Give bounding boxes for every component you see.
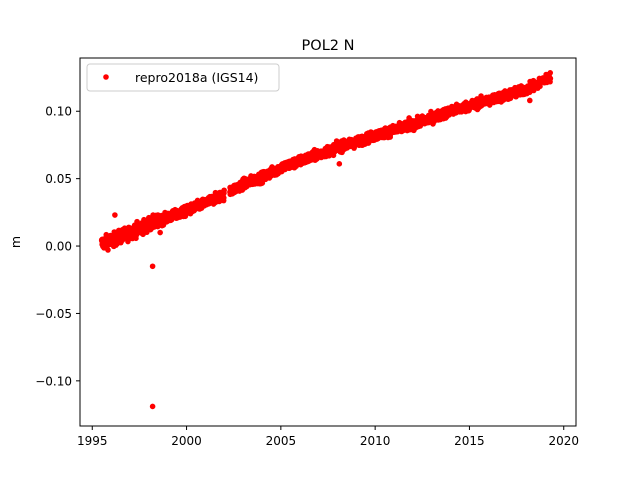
outlier-point xyxy=(229,189,235,195)
y-tick-label: −0.10 xyxy=(35,374,72,388)
x-tick-label: 2010 xyxy=(360,434,391,448)
y-tick-label: 0.10 xyxy=(45,105,72,119)
x-tick-label: 2000 xyxy=(171,434,202,448)
data-point xyxy=(221,187,227,194)
x-tick-label: 1995 xyxy=(77,434,108,448)
data-point xyxy=(105,247,111,253)
data-point xyxy=(547,75,554,82)
outlier-point xyxy=(336,161,343,167)
outlier-point xyxy=(149,263,156,270)
plot-frame xyxy=(79,57,577,427)
x-tick-label: 2015 xyxy=(454,434,485,448)
chart-title: POL2 N xyxy=(302,38,355,54)
y-tick-label: −0.05 xyxy=(35,307,72,321)
y-axis: −0.10 −0.05 0.00 0.05 0.10 xyxy=(35,105,80,388)
data-point xyxy=(547,70,554,76)
x-tick-label: 2020 xyxy=(548,434,579,448)
y-axis-label: m xyxy=(8,236,23,248)
legend-label: repro2018a (IGS14) xyxy=(135,70,258,85)
data-point xyxy=(221,195,227,201)
x-axis: 1995 2000 2005 2010 2015 2020 xyxy=(77,426,579,448)
legend-marker xyxy=(103,74,109,80)
outlier-point xyxy=(112,212,118,218)
outlier-point xyxy=(526,97,533,104)
scatter-series xyxy=(98,70,554,410)
data-point xyxy=(537,83,543,90)
legend: repro2018a (IGS14) xyxy=(86,63,280,92)
outlier-point xyxy=(146,214,152,221)
x-tick-label: 2005 xyxy=(266,434,297,448)
outlier-point xyxy=(157,229,163,236)
y-tick-label: 0.00 xyxy=(45,240,72,254)
y-tick-label: 0.05 xyxy=(45,172,72,186)
legend-box xyxy=(86,63,280,92)
outlier-point xyxy=(149,403,156,410)
outlier-point xyxy=(406,115,412,121)
